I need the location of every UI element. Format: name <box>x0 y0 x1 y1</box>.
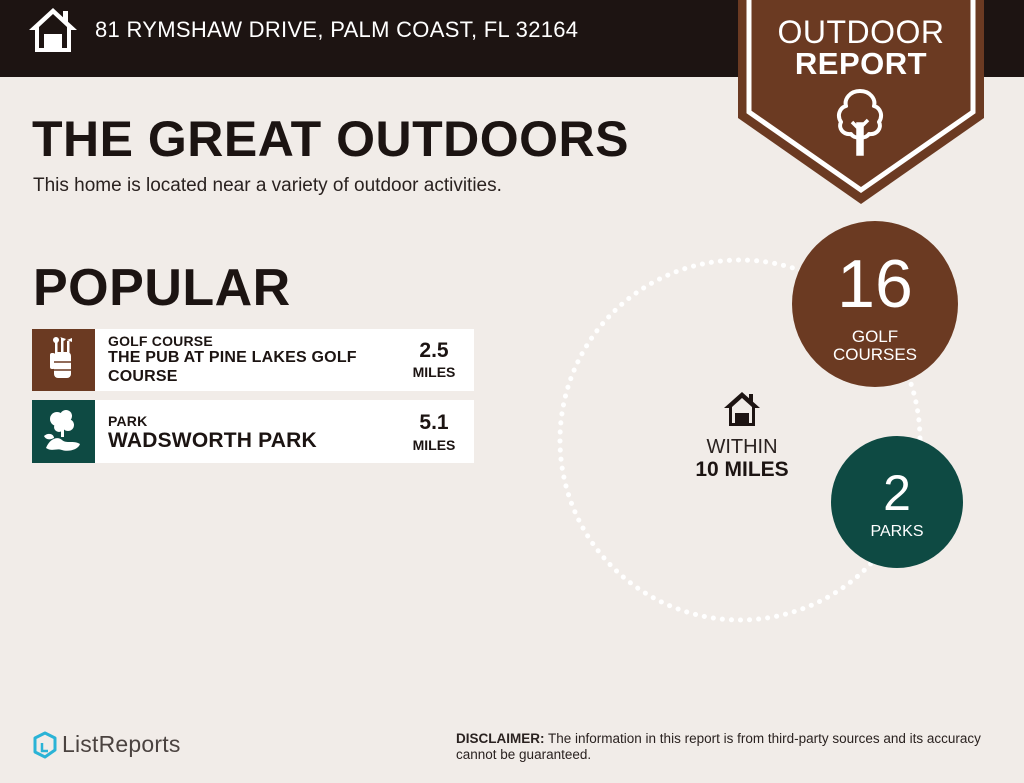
park-icon <box>32 400 95 463</box>
badge-title-line1: OUTDOOR <box>777 14 945 50</box>
item-category: GOLF COURSE <box>108 333 213 349</box>
park-count: 2 <box>883 465 911 521</box>
property-address: 81 RYMSHAW DRIVE, PALM COAST, FL 32164 <box>95 17 579 42</box>
item-category: PARK <box>108 413 148 429</box>
page-subtitle: This home is located near a variety of o… <box>33 175 502 196</box>
golf-count-label-line2: COURSES <box>832 345 918 364</box>
item-distance: 5.1 <box>419 411 449 434</box>
disclaimer-label: DISCLAIMER: <box>456 731 545 746</box>
park-count-circle: 2 PARKS <box>831 436 963 568</box>
popular-item-golf: GOLF COURSE THE PUB AT PINE LAKES GOLF C… <box>32 329 474 391</box>
disclaimer: DISCLAIMER: The information in this repo… <box>456 731 1001 763</box>
disclaimer-text: The information in this report is from t… <box>456 731 981 762</box>
home-icon <box>724 392 760 426</box>
listreports-logo-text: ListReports <box>62 731 181 757</box>
golf-bag-icon <box>32 329 95 391</box>
badge-title-line2: REPORT <box>794 46 928 81</box>
item-distance-unit: MILES <box>412 437 456 453</box>
park-count-label: PARKS <box>870 523 924 540</box>
item-name: THE PUB AT PINE LAKES GOLF COURSE <box>108 348 357 386</box>
popular-heading: POPULAR <box>33 259 291 317</box>
radius-value: 10 MILES <box>695 458 789 481</box>
home-icon <box>29 8 77 52</box>
tree-icon <box>836 89 884 156</box>
page-title: THE GREAT OUTDOORS <box>32 111 629 167</box>
radius-label: WITHIN <box>706 436 778 458</box>
item-distance: 2.5 <box>419 339 449 362</box>
listreports-logo-icon <box>33 731 57 759</box>
golf-count-circle: 16 GOLF COURSES <box>792 221 958 387</box>
item-distance-unit: MILES <box>412 364 456 380</box>
outdoor-report-badge <box>738 0 984 204</box>
popular-item-park: PARK WADSWORTH PARK 5.1 MILES <box>32 400 474 463</box>
item-name-line1: THE PUB AT PINE LAKES GOLF <box>108 349 357 366</box>
item-name-line2: COURSE <box>108 368 178 385</box>
item-name: WADSWORTH PARK <box>108 429 317 452</box>
golf-count-label-line1: GOLF <box>851 327 899 346</box>
golf-count: 16 <box>837 246 913 322</box>
